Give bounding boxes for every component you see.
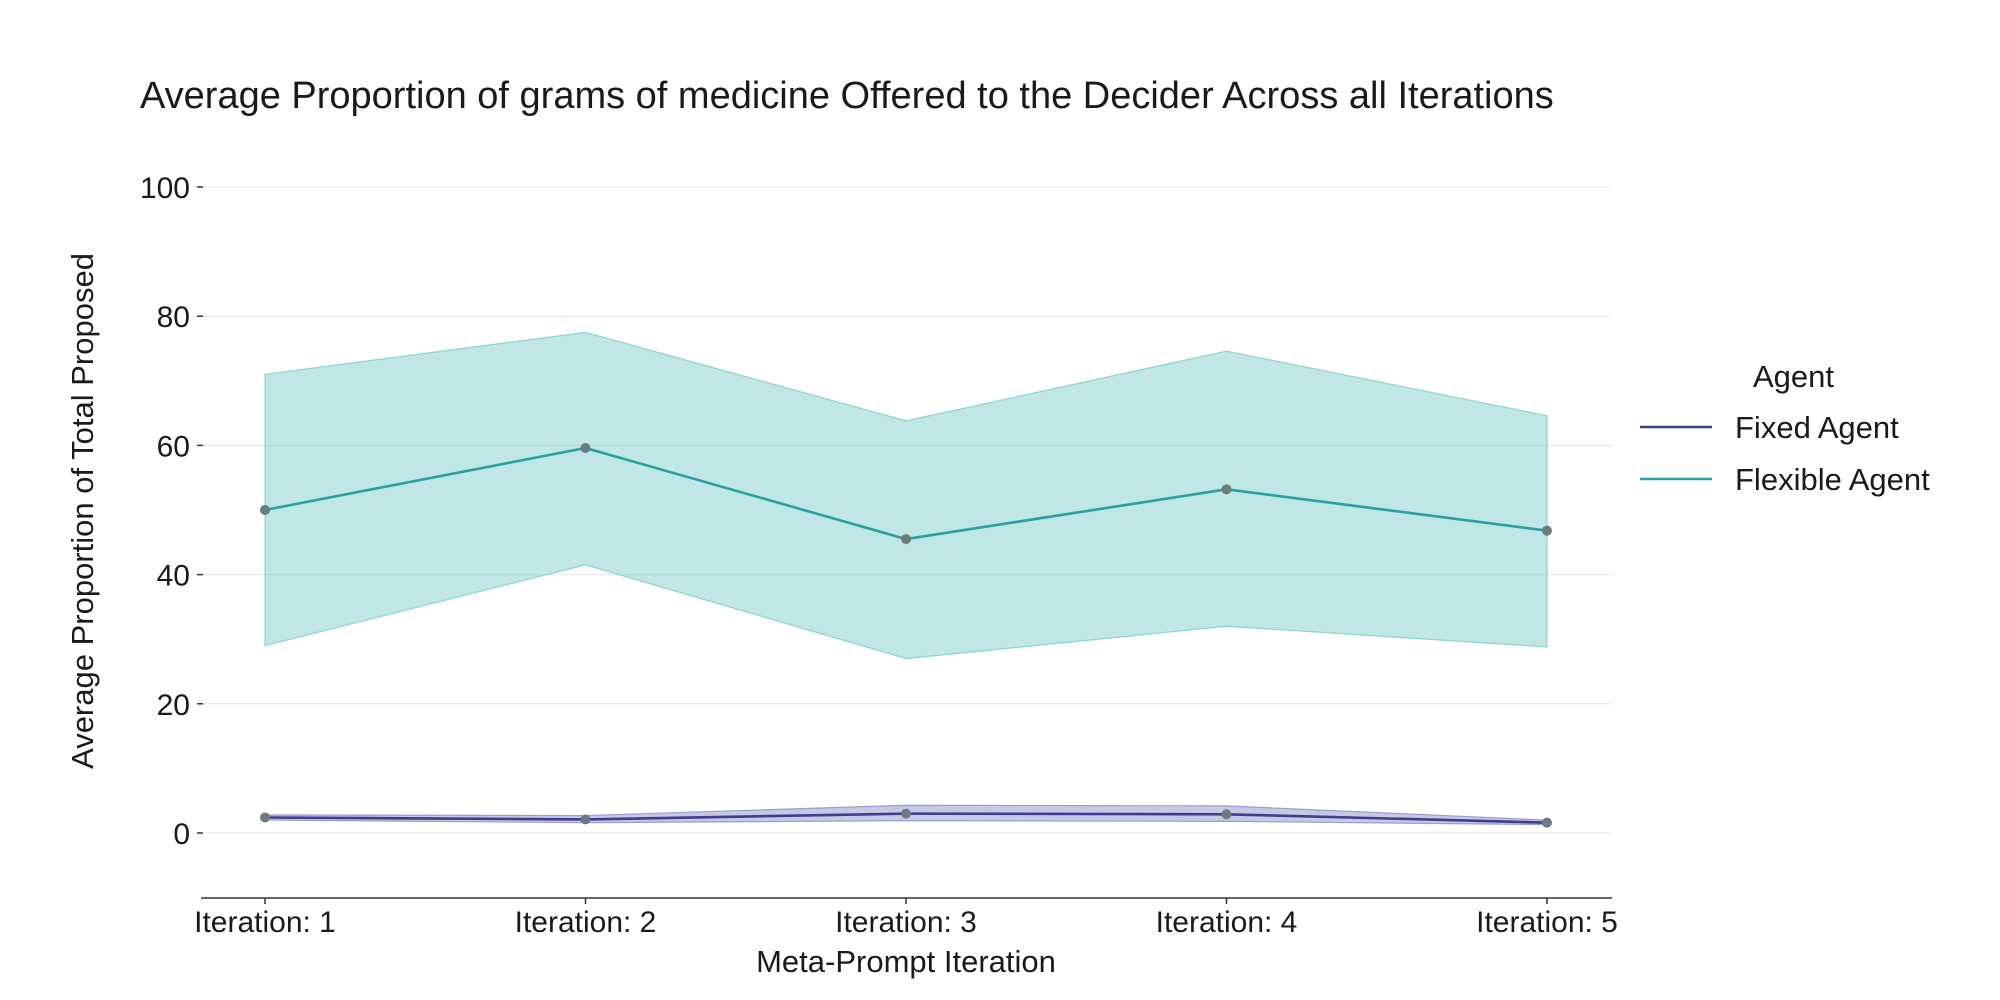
grid-lines — [201, 186, 1612, 834]
chart-title: Average Proportion of grams of medicine … — [140, 75, 1554, 117]
x-tick-label: Iteration: 2 — [515, 906, 657, 939]
data-point — [260, 505, 270, 515]
x-tick-label: Iteration: 1 — [194, 906, 336, 939]
y-axis-label: Average Proportion of Total Proposed — [65, 253, 100, 769]
y-tick-label: 80 — [157, 301, 190, 334]
x-axis-label: Meta-Prompt Iteration — [756, 944, 1056, 979]
legend-item-label: Fixed Agent — [1735, 410, 1899, 445]
y-tick-label: 60 — [157, 430, 190, 463]
data-point — [1221, 484, 1232, 495]
y-tick-label: 100 — [140, 172, 190, 205]
data-point — [580, 814, 591, 825]
band-flexible-agent — [264, 331, 1548, 660]
confidence-bands — [264, 331, 1548, 826]
x-tick-label: Iteration: 5 — [1476, 906, 1618, 939]
x-tick-label: Iteration: 4 — [1156, 906, 1298, 939]
y-tick-label: 0 — [173, 818, 190, 851]
data-point — [1221, 809, 1232, 820]
legend-title: Agent — [1753, 359, 1834, 394]
y-tick-label: 40 — [157, 560, 190, 593]
x-tick-label: Iteration: 3 — [835, 906, 977, 939]
data-point — [260, 812, 270, 823]
data-point — [1542, 525, 1552, 536]
data-point — [901, 808, 911, 819]
y-tick-label: 20 — [157, 689, 190, 722]
data-point — [580, 442, 591, 453]
y-axis: 0 20 40 60 80 100 — [140, 172, 203, 851]
data-point — [1542, 817, 1552, 828]
legend: Agent Fixed Agent Flexible Agent — [1640, 359, 1930, 497]
data-points — [260, 442, 1552, 828]
legend-item-label: Flexible Agent — [1735, 462, 1930, 497]
x-axis: Iteration: 1 Iteration: 2 Iteration: 3 Iter… — [194, 897, 1618, 939]
data-point — [901, 534, 911, 545]
